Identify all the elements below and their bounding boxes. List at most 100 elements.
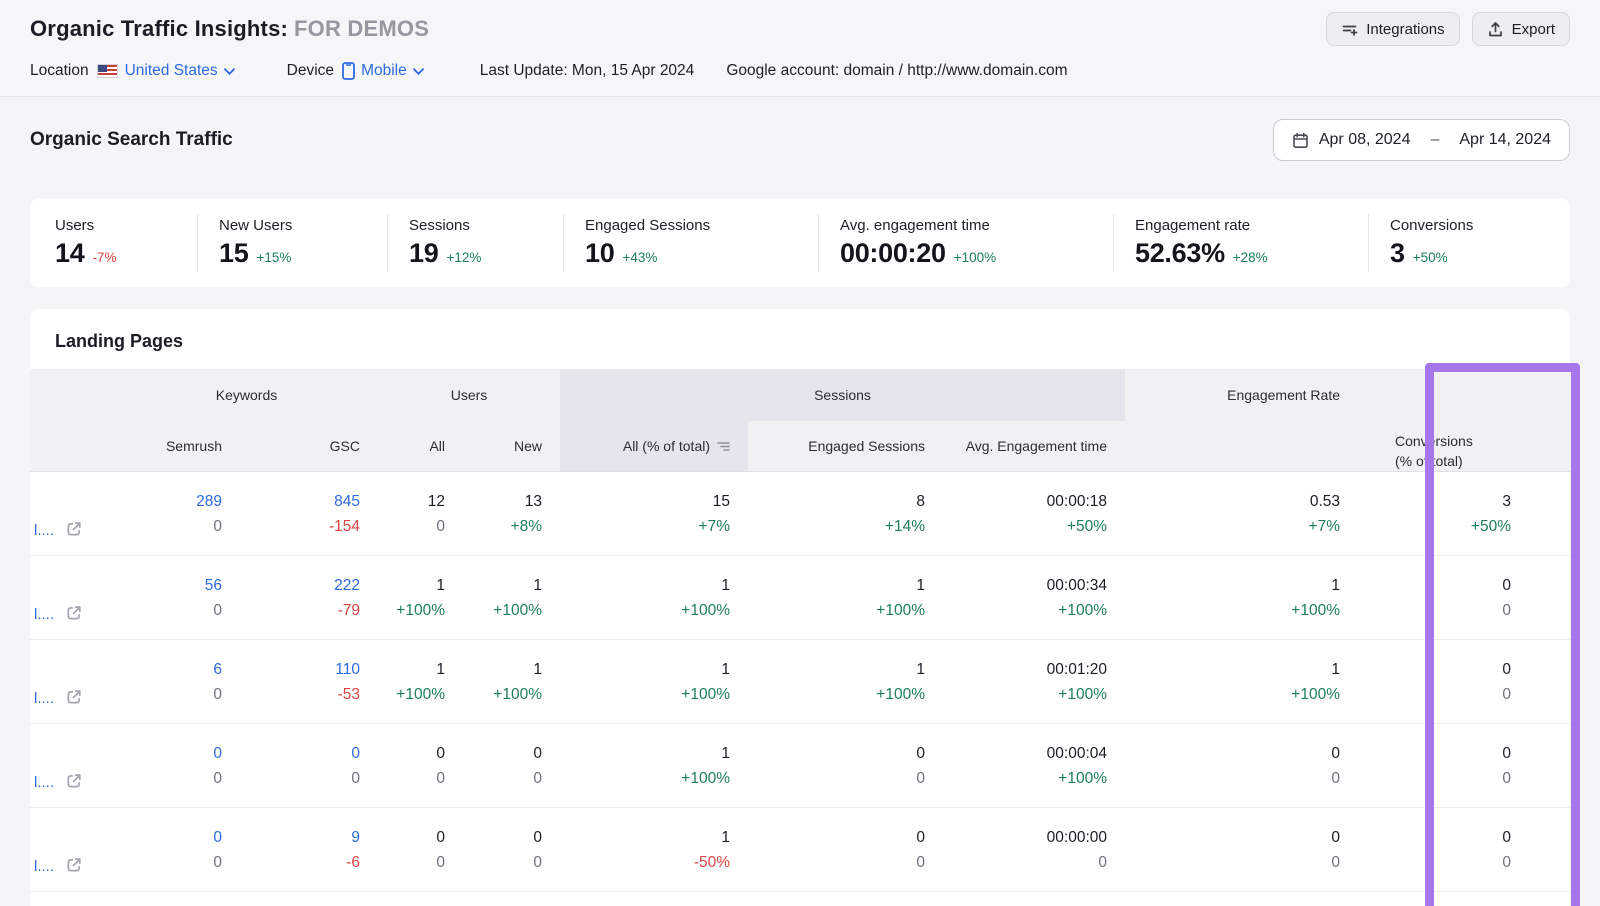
us-flag-icon <box>97 64 118 78</box>
cell-delta: -154 <box>329 514 360 539</box>
column-header-users-new[interactable]: New <box>463 421 560 471</box>
cell-delta: +100% <box>396 598 445 623</box>
cell-delta: 0 <box>436 766 445 791</box>
cell-delta: -79 <box>338 598 360 623</box>
column-header-semrush[interactable]: Semrush <box>115 421 240 471</box>
external-link-icon[interactable] <box>65 772 83 790</box>
landing-page-link[interactable]: l.... <box>34 860 54 874</box>
cell-value[interactable]: 845 <box>334 489 360 514</box>
cell-time: 00:00:000 <box>943 808 1125 891</box>
metric-value: 00:00:20 <box>840 238 946 269</box>
cell-delta: 0 <box>1502 598 1511 623</box>
landing-page-link[interactable]: l.... <box>34 524 54 538</box>
external-link-icon[interactable] <box>65 520 83 538</box>
cell-value: 15 <box>713 489 730 514</box>
cell-sessions-all: 1-50% <box>560 808 748 891</box>
column-header-gsc[interactable]: GSC <box>240 421 378 471</box>
column-header-sessions-all[interactable]: All (% of total) <box>560 421 748 471</box>
conversions-header-line1: Conversions <box>1395 431 1473 451</box>
cell-value: 3 <box>1502 489 1511 514</box>
cell-value[interactable]: 222 <box>334 573 360 598</box>
cell-value: 1 <box>721 573 730 598</box>
column-header-engaged-sessions[interactable]: Engaged Sessions <box>748 421 943 471</box>
cell-delta: -6 <box>346 850 360 875</box>
cell-engaged: 00 <box>748 808 943 891</box>
cell-gsc[interactable]: 845-154 <box>240 472 378 555</box>
column-header-avg-engagement-time[interactable]: Avg. Engagement time <box>943 421 1125 471</box>
landing-page-url-cell: l.... <box>30 808 115 891</box>
landing-page-link[interactable]: l.... <box>34 692 54 706</box>
cell-value[interactable]: 0 <box>213 825 222 850</box>
header-rate-spacer <box>1125 421 1395 471</box>
cell-value: 0 <box>916 741 925 766</box>
cell-semrush[interactable]: 2890 <box>115 472 240 555</box>
cell-value: 1 <box>1331 657 1340 682</box>
cell-value[interactable]: 9 <box>351 825 360 850</box>
cell-gsc[interactable]: 00 <box>240 724 378 807</box>
cell-delta: +100% <box>493 682 542 707</box>
cell-users-all: 1+100% <box>378 556 463 639</box>
landing-page-link[interactable]: l.... <box>34 608 54 622</box>
cell-value[interactable]: 0 <box>351 741 360 766</box>
external-link-icon[interactable] <box>65 856 83 874</box>
cell-value: 0 <box>436 825 445 850</box>
cell-engaged: 00 <box>748 724 943 807</box>
column-header-users-all[interactable]: All <box>378 421 463 471</box>
cell-value: 1 <box>533 573 542 598</box>
cell-value[interactable]: 6 <box>213 657 222 682</box>
landing-page-url-cell: l.... <box>30 640 115 723</box>
cell-delta: +100% <box>396 682 445 707</box>
table-row: l....009-600001-50%0000:00:0000000 <box>30 808 1570 892</box>
metric-delta: +15% <box>256 250 291 265</box>
cell-value[interactable]: 0 <box>213 741 222 766</box>
cell-value: 1 <box>1331 573 1340 598</box>
cell-sessions-all: 15+7% <box>560 472 748 555</box>
cell-value[interactable]: 56 <box>205 573 222 598</box>
chevron-down-icon <box>413 68 424 75</box>
cell-engaged: 1+100% <box>748 556 943 639</box>
cell-users-new: 13+8% <box>463 472 560 555</box>
cell-value: 12 <box>428 489 445 514</box>
metric-sessions: Sessions 19+12% <box>387 214 563 272</box>
location-select[interactable]: United States <box>125 62 235 80</box>
cell-time: 00:01:20+100% <box>943 640 1125 723</box>
cell-value[interactable]: 110 <box>335 657 360 682</box>
page-title-project: FOR DEMOS <box>294 16 429 41</box>
column-header-engagement-rate[interactable]: Engagement Rate <box>1125 369 1395 421</box>
cell-value: 0 <box>1502 825 1511 850</box>
cell-delta: 0 <box>533 850 542 875</box>
cell-gsc[interactable]: 9-6 <box>240 808 378 891</box>
mobile-phone-icon <box>342 62 355 80</box>
cell-value: 00:00:34 <box>1047 573 1107 598</box>
cell-delta: 0 <box>436 514 445 539</box>
table-row: l....2890845-15412013+8%15+7%8+14%00:00:… <box>30 472 1570 556</box>
cell-delta: -50% <box>694 850 730 875</box>
external-link-icon[interactable] <box>65 688 83 706</box>
cell-users-new: 1+100% <box>463 556 560 639</box>
export-button[interactable]: Export <box>1472 12 1570 46</box>
column-header-conversions[interactable]: Conversions (% of total) <box>1395 369 1570 471</box>
cell-gsc[interactable]: 222-79 <box>240 556 378 639</box>
cell-value: 00:00:04 <box>1047 741 1107 766</box>
date-range-picker[interactable]: Apr 08, 2024 – Apr 14, 2024 <box>1273 119 1570 161</box>
device-select[interactable]: Mobile <box>361 62 424 80</box>
cell-value: 0 <box>1331 825 1340 850</box>
cell-time: 00:00:18+50% <box>943 472 1125 555</box>
cell-semrush[interactable]: 60 <box>115 640 240 723</box>
cell-gsc[interactable]: 110-53 <box>240 640 378 723</box>
metric-engagement-rate: Engagement rate 52.63%+28% <box>1113 214 1368 272</box>
cell-value: 1 <box>436 573 445 598</box>
external-link-icon[interactable] <box>65 604 83 622</box>
landing-page-link[interactable]: l.... <box>34 776 54 790</box>
cell-semrush[interactable]: 00 <box>115 808 240 891</box>
cell-value: 0 <box>533 741 542 766</box>
cell-value[interactable]: 289 <box>196 489 222 514</box>
sort-descending-icon[interactable] <box>717 441 730 452</box>
cell-value: 00:00:00 <box>1047 825 1107 850</box>
date-range-end: Apr 14, 2024 <box>1459 131 1551 149</box>
cell-delta: 0 <box>351 766 360 791</box>
cell-semrush[interactable]: 00 <box>115 724 240 807</box>
integrations-button[interactable]: Integrations <box>1326 12 1459 46</box>
cell-semrush[interactable]: 560 <box>115 556 240 639</box>
top-actions: Integrations Export <box>1326 12 1570 46</box>
